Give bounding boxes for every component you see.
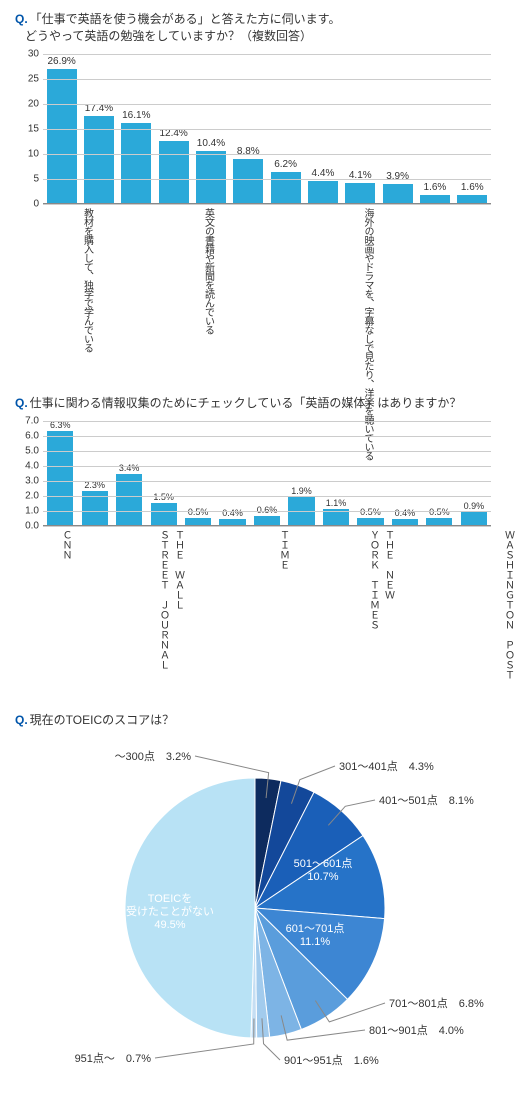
bar-pct: 6.2% bbox=[274, 159, 297, 170]
bar: 12.4% bbox=[159, 141, 189, 203]
pie-label: 301～401点 4.3% bbox=[339, 760, 434, 773]
y-tick: 10 bbox=[28, 149, 39, 160]
bar: 16.1% bbox=[121, 123, 151, 204]
y-tick: 0.0 bbox=[25, 521, 39, 532]
bar: 10.4% bbox=[196, 151, 226, 203]
pie-label: ～300点 3.2% bbox=[115, 750, 192, 763]
q3: 現在のTOEICのスコアは？ bbox=[30, 713, 174, 727]
bar: 0.5% bbox=[357, 518, 383, 526]
bar: 0.4% bbox=[392, 519, 418, 525]
bar-label: 英文の書籍や新聞を読んでいる bbox=[203, 208, 214, 334]
bar-pct: 0.4% bbox=[222, 508, 243, 518]
bar-pct: 1.1% bbox=[326, 498, 347, 508]
bar-pct: 1.6% bbox=[461, 182, 484, 193]
pie-label: 401～501点 8.1% bbox=[379, 794, 474, 807]
bar-label: ＴＨＥＷＡＳＨＩＮＧＴＯＮ ＰＯＳＴ bbox=[501, 530, 516, 680]
pie-label: 801～901点 4.0% bbox=[369, 1024, 464, 1037]
y-tick: 2.0 bbox=[25, 491, 39, 502]
bar-label: 教材を購入して、独学で学んでいる bbox=[82, 208, 93, 352]
pie-label: 951点～ 0.7% bbox=[75, 1052, 152, 1065]
pie-label: 901～951点 1.6% bbox=[284, 1054, 379, 1067]
y-tick: 5.0 bbox=[25, 446, 39, 457]
q-prefix: Q. bbox=[15, 396, 28, 410]
bar-pct: 26.9% bbox=[47, 56, 75, 67]
chart2-panel: Q.仕事に関わる情報収集のためにチェックしている「英語の媒体」はありますか？ 0… bbox=[0, 384, 516, 701]
pie-label: 701～801点 6.8% bbox=[389, 997, 484, 1010]
bar: 4.4% bbox=[308, 181, 338, 203]
bar: 3.9% bbox=[383, 184, 413, 204]
chart3: ～300点 3.2%301～401点 4.3%401～501点 8.1%501～… bbox=[15, 738, 501, 1078]
q1-l1: 「仕事で英語を使う機会がある」と答えた方に伺います。 bbox=[30, 12, 341, 26]
bar-pct: 1.6% bbox=[424, 182, 447, 193]
bar: 0.6% bbox=[254, 516, 280, 525]
y-tick: 25 bbox=[28, 74, 39, 85]
bar-pct: 8.8% bbox=[237, 146, 260, 157]
bar-pct: 3.4% bbox=[119, 463, 140, 473]
bar-label: ＴＨＥ ＮＥＷＹＯＲＫ ＴＩＭＥＳ bbox=[366, 530, 396, 630]
bar: 8.8% bbox=[233, 159, 263, 203]
y-tick: 3.0 bbox=[25, 476, 39, 487]
y-tick: 20 bbox=[28, 99, 39, 110]
bar-pct: 0.4% bbox=[395, 508, 416, 518]
bar-label: ＴＨＥ ＷＡＬＬＳＴＲＥＥＴ ＪＯＵＲＮＡＬ bbox=[156, 530, 186, 670]
bar-pct: 1.9% bbox=[291, 486, 312, 496]
q-prefix: Q. bbox=[15, 713, 28, 727]
bar-pct: 4.4% bbox=[312, 168, 335, 179]
bar: 1.6% bbox=[457, 195, 487, 203]
q1-l2: どうやって英語の勉強をしていますか？（複数回答） bbox=[25, 29, 312, 43]
bar: 0.5% bbox=[426, 518, 452, 526]
bar: 0.9% bbox=[461, 512, 487, 526]
bar: 4.1% bbox=[345, 183, 375, 204]
bar: 6.2% bbox=[271, 172, 301, 203]
bar: 1.5% bbox=[151, 503, 177, 526]
y-tick: 0 bbox=[33, 199, 39, 210]
bar-pct: 0.9% bbox=[464, 501, 485, 511]
bar-label: ＴＩＭＥ bbox=[276, 530, 291, 570]
y-tick: 4.0 bbox=[25, 461, 39, 472]
y-tick: 1.0 bbox=[25, 506, 39, 517]
chart1-panel: Q.「仕事で英語を使う機会がある」と答えた方に伺います。 どうやって英語の勉強を… bbox=[0, 0, 516, 384]
y-tick: 6.0 bbox=[25, 431, 39, 442]
chart3-question: Q.現在のTOEICのスコアは？ bbox=[15, 711, 501, 728]
bar-pct: 10.4% bbox=[197, 138, 225, 149]
chart2: 0.01.02.03.04.05.06.07.0 6.3%2.3%3.4%1.5… bbox=[15, 421, 501, 681]
bar-pct: 0.6% bbox=[257, 505, 278, 515]
chart3-panel: Q.現在のTOEICのスコアは？ ～300点 3.2% 301～401点 4.3%… bbox=[0, 701, 516, 1098]
bar: 0.4% bbox=[219, 519, 245, 525]
y-tick: 30 bbox=[28, 49, 39, 60]
bar: 1.6% bbox=[420, 195, 450, 203]
q-prefix: Q. bbox=[15, 12, 28, 26]
y-tick: 15 bbox=[28, 124, 39, 135]
bar-pct: 16.1% bbox=[122, 110, 150, 121]
pie-svg: ～300点 3.2%301～401点 4.3%401～501点 8.1%501～… bbox=[15, 738, 515, 1078]
chart1: 051015202530 26.9%17.4%16.1%12.4%10.4%8.… bbox=[15, 54, 501, 364]
bar-label: ＣＮＮ bbox=[58, 530, 73, 560]
y-tick: 7.0 bbox=[25, 416, 39, 427]
chart1-question: Q.「仕事で英語を使う機会がある」と答えた方に伺います。 どうやって英語の勉強を… bbox=[15, 10, 501, 44]
y-tick: 5 bbox=[33, 174, 39, 185]
bar: 26.9% bbox=[47, 69, 77, 204]
bar: 0.5% bbox=[185, 518, 211, 526]
